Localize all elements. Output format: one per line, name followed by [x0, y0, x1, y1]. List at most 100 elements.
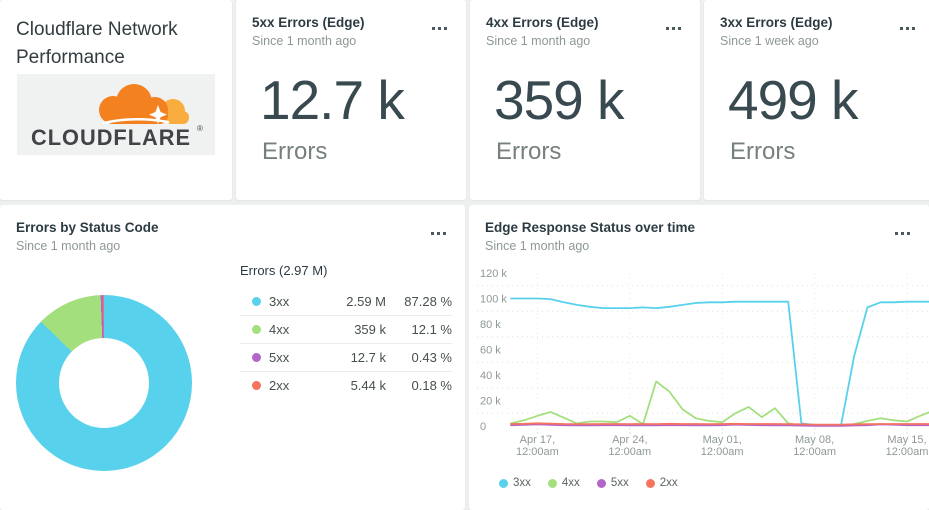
y-axis-label: 100 k [480, 294, 507, 306]
card-menu-button[interactable] [900, 22, 918, 34]
ellipsis-icon [678, 26, 681, 30]
donut-legend-header: Errors (2.97 M) [240, 263, 328, 278]
card-title: 4xx Errors (Edge) [486, 15, 599, 30]
line-chart-legend: 3xx 4xx 5xx 2xx [499, 477, 678, 489]
card-menu-button[interactable] [895, 227, 913, 239]
series-percent: 12.1 % [411, 322, 452, 337]
series-label: 5xx [269, 350, 290, 365]
ellipsis-icon [900, 26, 903, 30]
edge-response-status-card: Edge Response Status over time Since 1 m… [469, 205, 929, 510]
dashboard-title-card: Cloudflare Network Performance CLOUDFLAR… [0, 0, 232, 200]
legend-color-dot [596, 478, 606, 488]
line-series-4xx [510, 380, 929, 427]
series-value: 359 k [354, 322, 386, 337]
ellipsis-icon [901, 231, 904, 235]
ellipsis-icon [443, 231, 446, 235]
line-chart-svg: 120 k 100 k 80 k 60 k 40 k 20 k 0 Apr 17, 12:00a… [477, 268, 929, 458]
donut-legend-table: Errors (2.97 M) 3xx 2.59 M 87.28 % 4xx 359 k… [240, 263, 452, 399]
legend-item-5xx[interactable]: 5xx [596, 477, 629, 489]
legend-label: 5xx [610, 477, 629, 489]
dashboard-title: Cloudflare Network Performance [16, 19, 178, 68]
x-axis-label: Apr 24, 12:00am [608, 434, 651, 458]
ellipsis-icon [432, 26, 435, 30]
series-color-dot [252, 325, 261, 334]
legend-item-2xx[interactable]: 2xx [645, 477, 678, 489]
legend-color-dot [645, 478, 655, 488]
card-subtitle: Since 1 week ago [720, 34, 819, 48]
series-value: 12.7 k [350, 350, 386, 365]
big-value: 359 k [494, 69, 625, 131]
value-unit: Errors [730, 138, 796, 165]
donut-chart [16, 295, 192, 471]
card-subtitle: Since 1 month ago [252, 34, 357, 48]
card-menu-button[interactable] [666, 22, 684, 34]
legend-item-3xx[interactable]: 3xx [499, 477, 531, 489]
legend-label: 3xx [513, 477, 531, 489]
cloudflare-logo-image: CLOUDFLARE ® [31, 83, 203, 150]
ellipsis-icon [907, 231, 910, 235]
legend-color-dot [547, 478, 557, 488]
ellipsis-icon [906, 26, 909, 30]
series-label: 3xx [269, 293, 290, 309]
registered-mark: ® [197, 124, 203, 133]
y-axis-label: 0 [480, 421, 486, 433]
card-subtitle: Since 1 month ago [16, 239, 121, 253]
series-label: 2xx [269, 378, 290, 393]
cloudflare-logo: CLOUDFLARE ® [17, 74, 215, 155]
big-value: 499 k [728, 69, 859, 131]
legend-label: 2xx [659, 477, 678, 489]
y-axis-label: 40 k [480, 370, 501, 382]
series-value: 2.59 M [346, 293, 386, 309]
donut-hole [59, 338, 149, 428]
x-axis-label: May 08, 12:00am [793, 434, 836, 458]
series-percent: 0.43 % [411, 350, 452, 365]
legend-item-4xx[interactable]: 4xx [547, 477, 580, 489]
big-value: 12.7 k [260, 69, 405, 131]
summary-card-3xx: 3xx Errors (Edge) Since 1 week ago 499 k… [704, 0, 929, 200]
y-axis-label: 60 k [480, 345, 501, 357]
y-axis-label: 20 k [480, 396, 501, 408]
card-title: Edge Response Status over time [485, 220, 696, 235]
ellipsis-icon [431, 231, 434, 235]
card-title: Errors by Status Code [16, 220, 159, 235]
donut-legend-row: 2xx 5.44 k 0.18 % [240, 371, 452, 399]
card-menu-button[interactable] [432, 22, 450, 34]
series-color-dot [252, 296, 261, 306]
ellipsis-icon [666, 26, 669, 30]
value-unit: Errors [262, 138, 328, 165]
donut-legend-rows: 3xx 2.59 M 87.28 % 4xx 359 k 12.1 % 5xx 12.7 k 0… [240, 287, 452, 399]
card-title: 3xx Errors (Edge) [720, 15, 833, 30]
y-axis-label: 80 k [480, 319, 501, 331]
summary-card-5xx: 5xx Errors (Edge) Since 1 month ago 12.7… [236, 0, 466, 200]
line-series-2xx [510, 422, 929, 426]
line-series-3xx [510, 297, 929, 427]
series-percent: 87.28 % [404, 293, 452, 309]
sparkle-icon [149, 104, 167, 124]
ellipsis-icon [912, 26, 915, 30]
ellipsis-icon [444, 26, 447, 30]
donut-legend-row: 4xx 359 k 12.1 % [240, 315, 452, 343]
series-color-dot [252, 353, 261, 362]
series-percent: 0.18 % [411, 378, 452, 393]
legend-label: 4xx [561, 477, 580, 489]
donut-legend-row: 5xx 12.7 k 0.43 % [240, 343, 452, 371]
line-series-5xx [510, 423, 929, 427]
series-label: 4xx [269, 322, 290, 337]
ellipsis-icon [438, 26, 441, 30]
ellipsis-icon [895, 231, 898, 235]
cloudflare-wordmark: CLOUDFLARE [31, 125, 191, 150]
donut-legend-row: 3xx 2.59 M 87.28 % [240, 287, 452, 315]
errors-by-status-card: Errors by Status Code Since 1 month ago … [0, 205, 465, 510]
card-menu-button[interactable] [431, 227, 449, 239]
legend-color-dot [499, 478, 508, 488]
cloudflare-cloud-icon [99, 83, 189, 124]
card-subtitle: Since 1 month ago [485, 239, 590, 253]
ellipsis-icon [437, 231, 440, 235]
series-value: 5.44 k [350, 378, 386, 393]
card-subtitle: Since 1 month ago [486, 34, 591, 48]
summary-card-4xx: 4xx Errors (Edge) Since 1 month ago 359 … [470, 0, 700, 200]
x-axis-label: May 01, 12:00am [701, 434, 744, 458]
x-axis-label: May 15, 12:00am [886, 434, 929, 458]
ellipsis-icon [672, 26, 675, 30]
